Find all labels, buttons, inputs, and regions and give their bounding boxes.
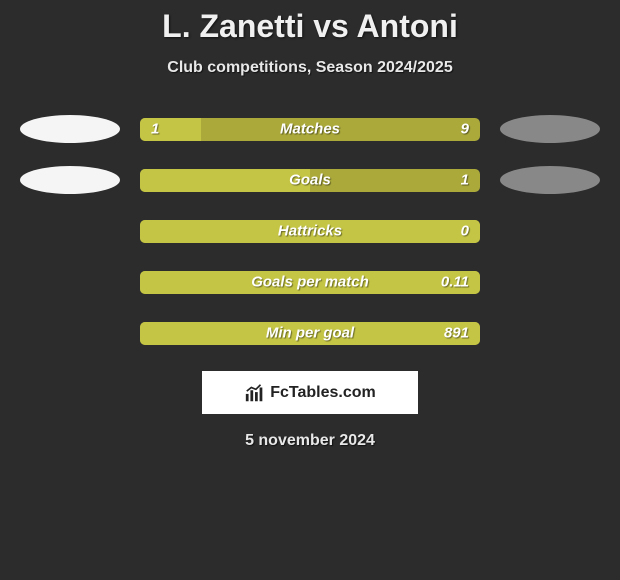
stat-right-value: 9: [461, 121, 469, 138]
stats-rows: 1 Matches 9 Goals 1 Hattricks 0 Goals per match…: [0, 115, 620, 347]
chart-logo-icon: [244, 382, 266, 404]
player-left-marker: [20, 166, 120, 194]
stat-bar: Hattricks 0: [140, 220, 480, 243]
page-title: L. Zanetti vs Antoni: [0, 8, 620, 45]
spacer: [20, 217, 120, 245]
stat-name: Goals: [289, 172, 331, 189]
stat-name: Matches: [280, 121, 340, 138]
stat-row: 1 Matches 9: [0, 115, 620, 143]
stat-bar: 1 Matches 9: [140, 118, 480, 141]
stat-bar: Goals per match 0.11: [140, 271, 480, 294]
comparison-infographic: L. Zanetti vs Antoni Club competitions, …: [0, 0, 620, 450]
stat-name: Hattricks: [278, 223, 342, 240]
player-right-marker: [500, 115, 600, 143]
stat-bar: Min per goal 891: [140, 322, 480, 345]
subtitle: Club competitions, Season 2024/2025: [0, 59, 620, 77]
footer-label: FcTables.com: [270, 384, 376, 402]
stat-right-value: 891: [444, 325, 469, 342]
stat-row: Min per goal 891: [0, 319, 620, 347]
stat-left-value: 1: [151, 121, 159, 138]
spacer: [500, 268, 600, 296]
spacer: [500, 319, 600, 347]
spacer: [20, 319, 120, 347]
bar-left-fill: [140, 118, 201, 141]
stat-right-value: 0: [461, 223, 469, 240]
footer-attribution[interactable]: FcTables.com: [202, 371, 418, 414]
player-right-marker: [500, 166, 600, 194]
spacer: [500, 217, 600, 245]
stat-bar: Goals 1: [140, 169, 480, 192]
stat-right-value: 1: [461, 172, 469, 189]
bar-left-fill: [140, 169, 310, 192]
stat-right-value: 0.11: [441, 274, 469, 291]
stat-name: Goals per match: [251, 274, 369, 291]
stat-row: Hattricks 0: [0, 217, 620, 245]
stat-name: Min per goal: [266, 325, 354, 342]
player-left-marker: [20, 115, 120, 143]
date-label: 5 november 2024: [0, 432, 620, 450]
stat-row: Goals per match 0.11: [0, 268, 620, 296]
spacer: [20, 268, 120, 296]
stat-row: Goals 1: [0, 166, 620, 194]
